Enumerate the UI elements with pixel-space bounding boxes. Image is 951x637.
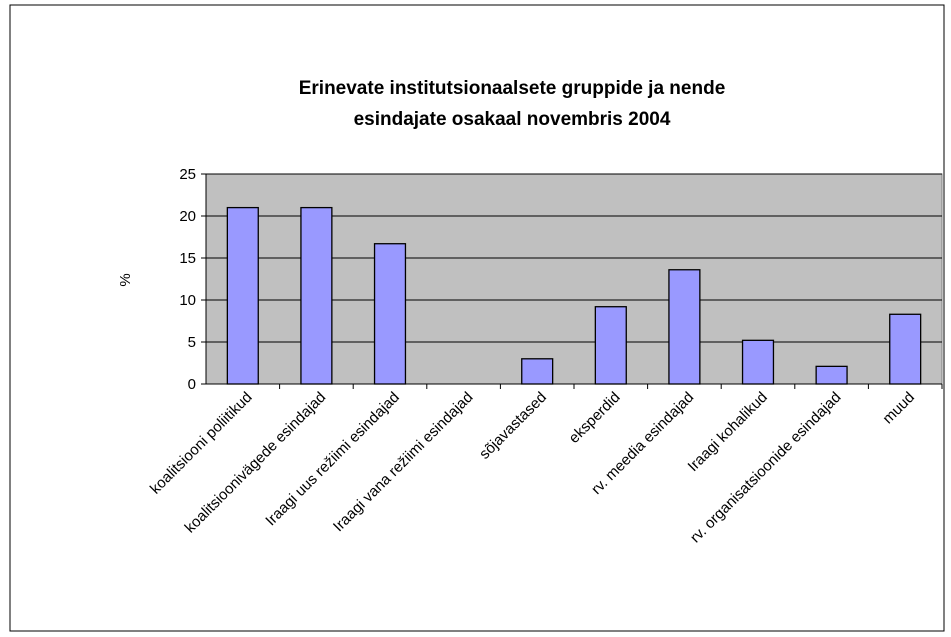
- y-axis-label: %: [117, 273, 134, 286]
- chart-title: esindajate osakaal novembris 2004: [354, 109, 671, 130]
- bar: [668, 269, 701, 385]
- bar: [594, 306, 627, 385]
- bar: [226, 206, 259, 385]
- chart-title: Erinevate institutsionaalsete gruppide j…: [299, 78, 726, 99]
- bar: [815, 365, 848, 385]
- y-tick-label: 0: [188, 376, 196, 393]
- y-tick-label: 20: [179, 208, 196, 225]
- bar: [521, 358, 554, 385]
- y-tick-label: 25: [179, 166, 196, 183]
- y-tick-label: 10: [179, 292, 196, 309]
- y-tick-label: 5: [188, 334, 196, 351]
- bar: [300, 206, 333, 385]
- bar: [889, 313, 922, 385]
- y-tick-label: 15: [179, 250, 196, 267]
- bar: [373, 243, 407, 385]
- bar: [741, 339, 775, 385]
